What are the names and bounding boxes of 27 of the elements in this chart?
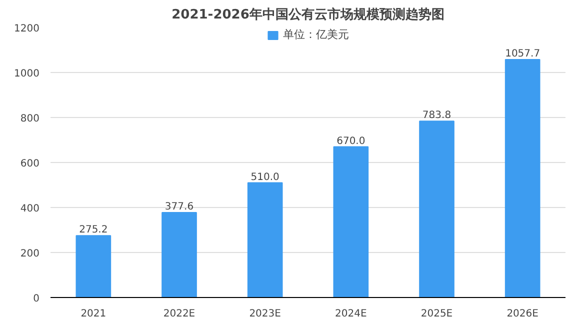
text: 275.2 — [79, 224, 108, 236]
y-tick-label: 1000 — [14, 68, 40, 80]
text: 670.0 — [336, 136, 366, 147]
y-tick-label: 600 — [20, 158, 40, 170]
text: 510.0 — [250, 172, 280, 183]
y-tick-label: 0 — [33, 294, 40, 304]
x-tick-label: 2022E — [163, 308, 196, 320]
bar — [504, 59, 540, 298]
y-tick-label: 800 — [20, 114, 40, 124]
bar — [162, 212, 197, 298]
y-tick-label: 400 — [20, 204, 40, 214]
y-tick-label: 200 — [20, 248, 40, 260]
text: 783.8 — [422, 110, 452, 122]
chart-title: 2021-2026年中国公有云市场规模预测趋势图 — [172, 6, 444, 22]
x-tick-label: 2023E — [249, 308, 281, 320]
bar — [76, 235, 112, 298]
text: 377.6 — [164, 202, 194, 213]
x-tick-label: 2025E — [420, 308, 453, 320]
bar — [247, 182, 283, 298]
x-tick-label: 2026E — [506, 308, 538, 320]
text: 1057.7 — [505, 48, 540, 60]
x-tick-label: 2021 — [80, 308, 106, 320]
bar — [333, 146, 369, 298]
bar — [419, 120, 454, 298]
y-tick-label: 1200 — [14, 24, 40, 34]
x-tick-label: 2024E — [335, 308, 367, 320]
legend-label: 单位：亿美元 — [283, 27, 349, 42]
